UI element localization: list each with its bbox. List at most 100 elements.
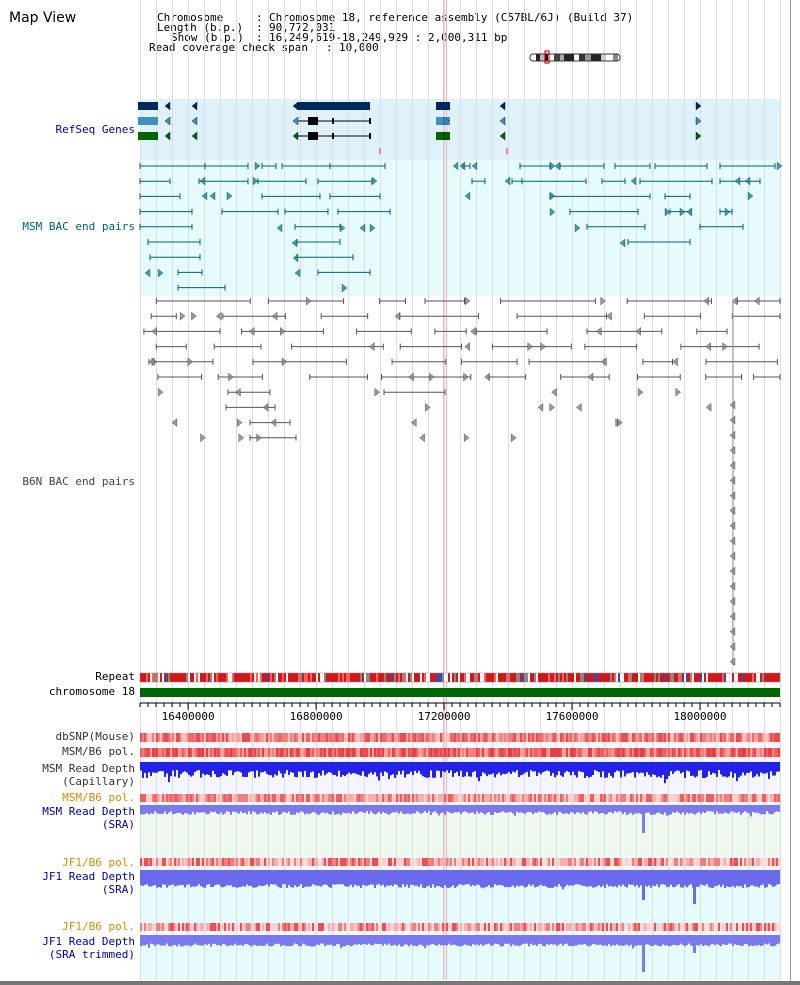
dbsnp-strip — [304, 733, 306, 742]
msm-b6-pol-sra-strip — [592, 794, 594, 802]
msm-b6-pol-sra-strip — [374, 794, 376, 802]
jf1-sra-depth-bar — [756, 870, 758, 887]
track-label-jf1-b6-pol-1[interactable]: JF1/B6 pol. — [62, 856, 135, 869]
track-label-msm-depth-cap-1[interactable]: MSM Read Depth — [42, 762, 135, 775]
track-label-msm-bac[interactable]: MSM BAC end pairs — [22, 220, 135, 233]
msm-sra-depth-bar — [738, 805, 740, 812]
repeat-element — [298, 673, 300, 682]
jf1-sra-depth-bar — [664, 870, 666, 885]
b6n-bac-end-marker — [374, 387, 380, 397]
msm-sra-depth-bar — [338, 805, 340, 814]
msm-b6-pol-sra-strip — [402, 794, 404, 802]
dbsnp-strip — [334, 733, 336, 742]
track-label-jf1-depth-sra-1[interactable]: JF1 Read Depth — [42, 870, 135, 883]
msm-b6-pol-strip — [628, 748, 630, 757]
msm-sra-depth-bar — [562, 805, 564, 814]
repeat-element — [666, 673, 668, 682]
msm-b6-pol-sra-strip — [758, 794, 760, 802]
jf1-b6-pol-trim-strip — [400, 923, 402, 931]
msm-b6-pol-strip — [228, 748, 230, 757]
jf1-trim-depth-bar — [370, 935, 372, 946]
jf1-sra-depth-bar — [254, 870, 256, 888]
msm-bac-end-marker — [459, 161, 466, 171]
msm-capillary-depth-bar — [172, 762, 174, 771]
jf1-b6-pol-strip — [320, 858, 322, 866]
dbsnp-strip — [362, 733, 364, 742]
jf1-sra-depth-bar — [402, 870, 404, 885]
jf1-b6-pol-trim-strip — [654, 923, 656, 931]
msm-sra-depth-bar — [646, 805, 648, 813]
msm-b6-pol-sra-strip — [248, 794, 250, 802]
jf1-b6-pol-strip — [222, 858, 224, 866]
jf1-sra-depth-bar — [324, 870, 326, 885]
ideogram-band — [606, 54, 613, 61]
track-label-msm-depth-sra-1[interactable]: MSM Read Depth — [42, 805, 135, 818]
msm-b6-pol-strip — [434, 748, 436, 757]
msm-b6-pol-sra-strip — [772, 794, 774, 802]
msm-bac-end-marker — [679, 207, 686, 217]
track-label-msm-b6-pol-2[interactable]: MSM/B6 pol. — [62, 791, 135, 804]
track-label-dbsnp[interactable]: dbSNP(Mouse) — [55, 730, 135, 743]
msm-b6-pol-strip — [672, 748, 674, 757]
gene-block — [436, 117, 450, 125]
jf1-b6-pol-strip — [194, 858, 196, 866]
jf1-b6-pol-strip — [486, 858, 488, 866]
track-label-msm-b6-pol-1[interactable]: MSM/B6 pol. — [62, 745, 135, 758]
gene-exon — [369, 133, 371, 139]
jf1-sra-depth-bar — [426, 870, 428, 887]
jf1-trim-depth-bar — [142, 935, 144, 946]
msm-b6-pol-strip — [294, 748, 296, 757]
msm-capillary-depth-bar — [554, 762, 556, 778]
jf1-b6-pol-trim-strip — [670, 923, 672, 931]
msm-b6-pol-strip — [470, 748, 472, 757]
msm-b6-pol-strip — [414, 748, 416, 757]
jf1-trim-depth-bar — [364, 935, 366, 944]
msm-sra-depth-bar — [472, 805, 474, 813]
jf1-sra-depth-bar — [588, 870, 590, 887]
jf1-trim-depth-bar — [224, 935, 226, 945]
msm-b6-pol-strip — [274, 748, 276, 757]
msm-capillary-depth-bar — [372, 762, 374, 775]
track-label-b6n-bac[interactable]: B6N BAC end pairs — [22, 475, 135, 488]
dbsnp-strip — [574, 733, 576, 742]
jf1-b6-pol-strip — [530, 858, 532, 866]
dbsnp-strip — [560, 733, 562, 742]
repeat-element — [642, 673, 644, 682]
jf1-b6-pol-strip — [554, 858, 556, 866]
msm-b6-pol-sra-strip — [344, 794, 346, 802]
msm-b6-pol-strip — [406, 748, 408, 757]
dbsnp-strip — [508, 733, 510, 742]
msm-capillary-depth-bar — [426, 762, 428, 778]
msm-capillary-depth-bar — [200, 762, 202, 778]
msm-sra-depth-bar — [332, 805, 334, 812]
msm-sra-depth-bar — [216, 805, 218, 814]
track-label-jf1-depth-trim-1[interactable]: JF1 Read Depth — [42, 935, 135, 948]
track-label-repeat[interactable]: Repeat — [95, 670, 135, 683]
jf1-sra-depth-bar — [640, 870, 642, 886]
repeat-element — [246, 673, 248, 682]
dbsnp-strip — [212, 733, 214, 742]
track-label-jf1-b6-pol-2[interactable]: JF1/B6 pol. — [62, 920, 135, 933]
jf1-trim-depth-bar — [424, 935, 426, 949]
dbsnp-strip — [692, 733, 694, 742]
jf1-sra-depth-bar — [224, 870, 226, 887]
repeat-element — [710, 673, 712, 682]
msm-b6-pol-strip — [764, 748, 766, 757]
msm-bac-end-marker — [471, 161, 478, 171]
jf1-trim-depth-bar — [604, 935, 606, 946]
gene-strand-arrow — [191, 131, 198, 141]
repeat-element — [394, 673, 396, 682]
bottom-scrollbar[interactable] — [0, 981, 800, 985]
jf1-b6-pol-strip — [184, 858, 186, 866]
jf1-sra-depth-bar — [582, 870, 584, 886]
track-label-refseq[interactable]: RefSeq Genes — [55, 123, 135, 136]
repeat-element — [216, 673, 218, 682]
msm-b6-pol-sra-strip — [224, 794, 226, 802]
track-label-chromosome[interactable]: chromosome 18 — [48, 685, 135, 698]
msm-b6-pol-strip — [518, 748, 520, 757]
jf1-trim-depth-bar — [270, 935, 272, 947]
msm-b6-pol-sra-strip — [736, 794, 738, 802]
jf1-b6-pol-strip — [614, 858, 616, 866]
dbsnp-strip — [558, 733, 560, 742]
